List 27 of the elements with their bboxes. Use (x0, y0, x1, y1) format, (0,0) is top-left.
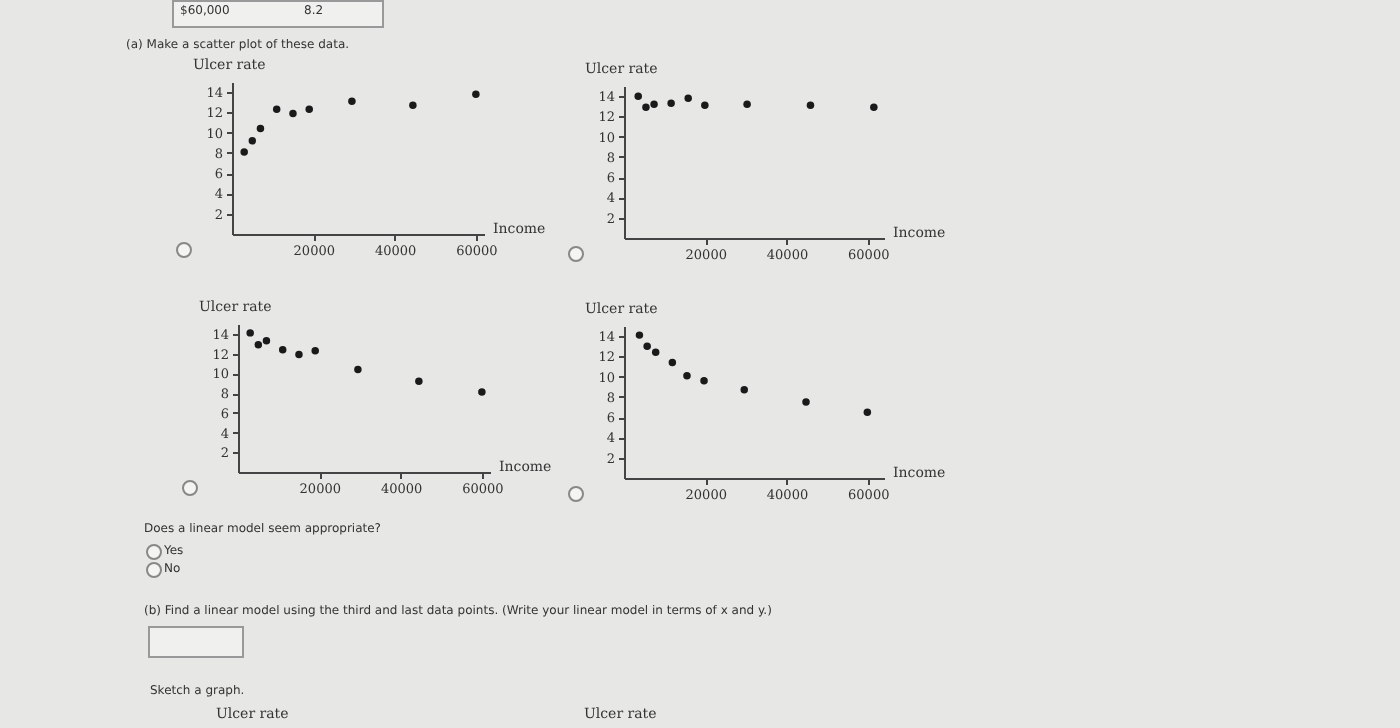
point (272, 105, 281, 114)
point (478, 388, 486, 396)
point (248, 137, 257, 145)
point (643, 342, 651, 350)
point (700, 376, 708, 385)
point (635, 331, 644, 339)
point (240, 148, 248, 156)
point (415, 377, 423, 385)
point (305, 105, 313, 114)
point (254, 340, 263, 349)
point (289, 109, 297, 118)
point (863, 408, 872, 416)
point (740, 386, 748, 394)
point (295, 350, 303, 359)
point (409, 101, 417, 110)
point (256, 124, 265, 133)
point (262, 337, 271, 345)
point (311, 346, 319, 355)
point (802, 398, 810, 406)
point (668, 358, 677, 367)
point (246, 329, 254, 337)
point (472, 90, 480, 98)
point (348, 97, 356, 105)
point (651, 348, 660, 357)
point (278, 345, 287, 354)
point (354, 365, 362, 374)
point (683, 371, 691, 380)
